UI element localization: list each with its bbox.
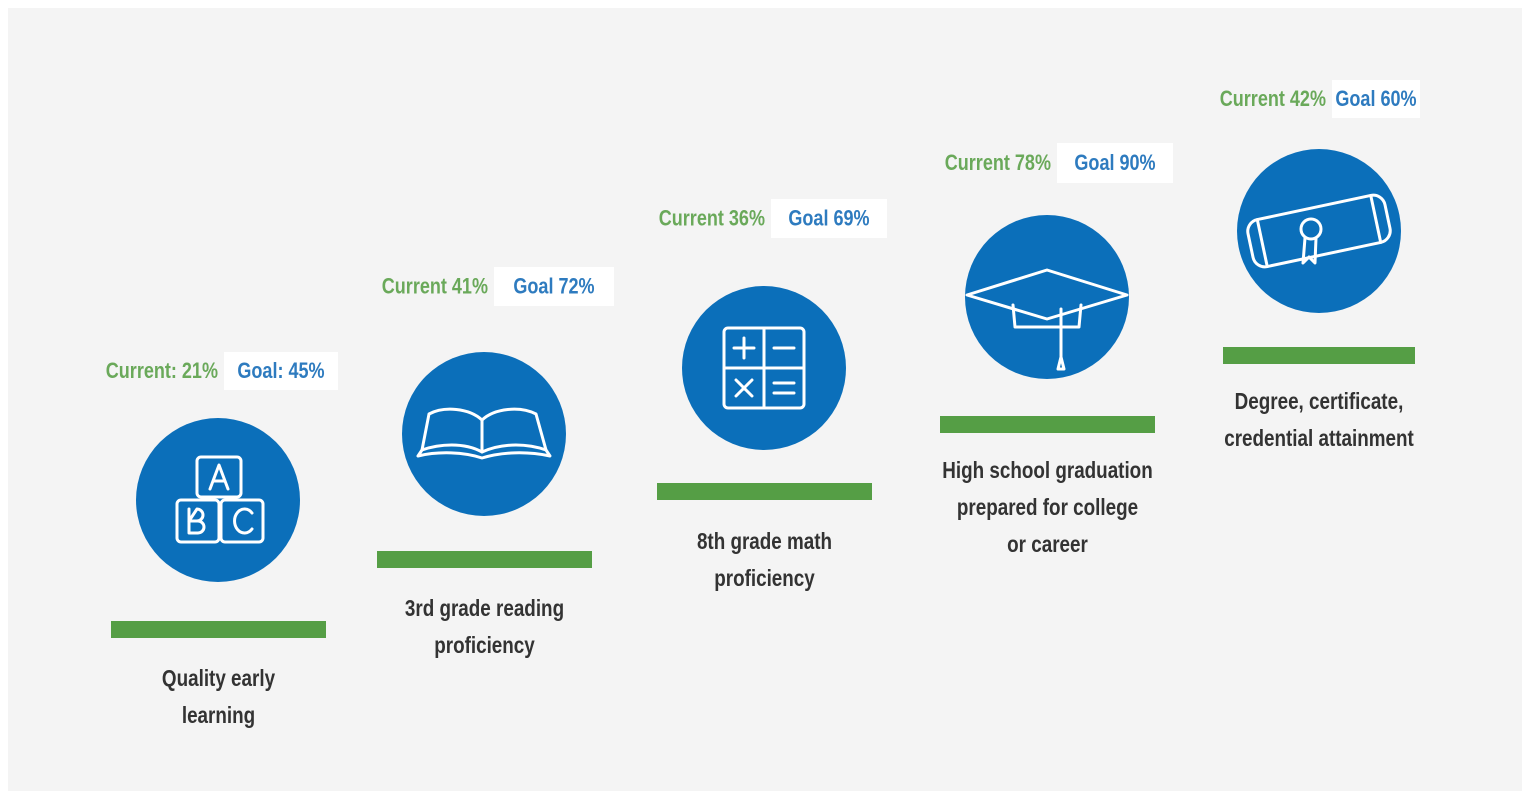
step-label: proficiency [714, 566, 815, 591]
step-bar [940, 416, 1155, 433]
step-label: Degree, certificate, [1235, 389, 1404, 414]
step-label: or career [1007, 532, 1088, 557]
current-label: Current 41% [382, 275, 488, 299]
goal-label: Goal: 45% [237, 359, 324, 383]
step-label: 3rd grade reading [405, 596, 564, 621]
goal-box [1332, 80, 1420, 118]
goal-label: Goal 60% [1335, 87, 1416, 111]
icon [416, 407, 552, 460]
step-label: learning [182, 703, 255, 728]
icon [1246, 193, 1392, 269]
icon [965, 268, 1129, 371]
step-bar [657, 483, 872, 500]
goal-box [224, 352, 338, 390]
step-label: credential attainment [1224, 426, 1414, 451]
step-bar [377, 551, 592, 568]
step-bar [1223, 347, 1415, 364]
step-label: prepared for college [957, 495, 1138, 520]
current-label: Current 36% [659, 207, 765, 231]
step-label: Quality early [162, 666, 275, 691]
current-label: Current 42% [1220, 87, 1326, 111]
step-label: proficiency [434, 633, 535, 658]
goal-label: Goal 69% [788, 207, 869, 231]
icon [722, 326, 806, 410]
icon-circle [1237, 149, 1401, 313]
goal-label: Goal 72% [513, 275, 594, 299]
step-label: High school graduation [942, 458, 1152, 483]
icon [175, 455, 265, 544]
goal-box [1057, 143, 1173, 183]
icon-circle [965, 215, 1129, 379]
current-label: Current: 21% [106, 359, 218, 383]
icon-circle [402, 352, 566, 516]
step-label: 8th grade math [697, 529, 832, 554]
goal-box [771, 199, 887, 238]
current-label: Current 78% [945, 151, 1051, 175]
goal-label: Goal 90% [1074, 151, 1155, 175]
goal-box [494, 267, 614, 306]
step-bar [111, 621, 326, 638]
